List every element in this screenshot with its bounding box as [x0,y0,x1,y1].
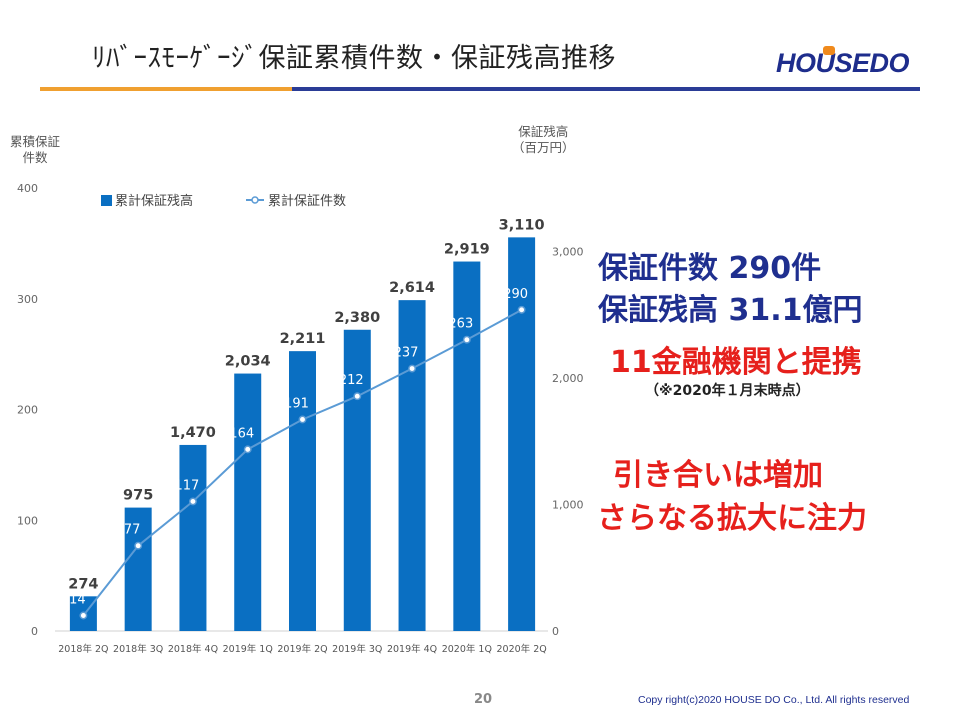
right-axis-tick-label: 1,000 [552,498,584,511]
left-axis-tick-label: 0 [31,625,38,638]
bar [179,444,207,631]
right-axis-tick-label: 0 [552,625,559,638]
line-point [243,445,252,454]
right-axis-title-line2: （百万円） [512,140,575,155]
legend-bar-swatch [101,195,112,206]
bar-value-label: 1,470 [170,425,216,441]
line-point [408,364,417,373]
bar [234,373,262,631]
logo-text: HOUSEDO [776,48,910,78]
line-point [79,611,88,620]
bar-value-label: 2,034 [225,354,271,370]
line-point [188,497,197,506]
bar-value-label: 2,614 [389,280,435,296]
line-value-label: 117 [175,478,200,493]
bar-value-label: 2,211 [280,331,326,347]
category-label: 2018年 3Q [113,643,163,655]
left-axis-tick-label: 300 [17,293,38,306]
logo-accent-dot [823,46,835,55]
category-label: 2018年 4Q [168,643,218,655]
right-axis-tick-label: 2,000 [552,372,584,385]
bar-value-label: 975 [123,488,153,504]
company-logo: HOUSEDO [776,46,910,79]
bar-value-label: 2,380 [334,310,380,326]
line-value-label: 14 [69,592,86,607]
bar [289,351,316,631]
legend-bar-label: 累計保証残高 [115,193,193,209]
guarantee-count-highlight: 保証件数 290件 [598,251,822,286]
left-axis-title: 累積保証 件数 [10,134,60,166]
page-number: 20 [474,692,493,707]
as-of-note: （※2020年１月末時点） [645,383,810,399]
left-axis-tick-label: 400 [17,182,38,195]
line-point [353,392,362,401]
legend-line-marker [251,196,259,204]
category-label: 2019年 1Q [223,643,273,655]
line-value-label: 212 [339,373,364,388]
legend-line-label: 累計保証件数 [268,193,346,209]
bar [508,237,536,631]
bar [453,261,481,631]
guarantee-balance-highlight: 保証残高 31.1億円 [598,293,863,328]
copyright-text: Copy right(c)2020 HOUSE DO Co., Ltd. All… [638,694,910,706]
partners-highlight: 11金融機関と提携 [610,345,862,380]
left-axis-tick-label: 200 [17,404,38,417]
line-point [462,335,471,344]
left-axis-title-line1: 累積保証 [10,134,61,149]
line-point [134,541,143,550]
page-title: ﾘﾊﾞｰｽﾓｰｹﾞｰｼﾞ保証累積件数・保証残高推移 [92,43,616,74]
message-line1: 引き合いは増加 [613,458,823,493]
line-point [517,305,526,314]
line-value-label: 237 [394,346,419,361]
category-label: 2019年 2Q [277,643,327,655]
category-label: 2020年 1Q [442,643,492,655]
line-value-label: 290 [503,287,528,302]
bar [343,329,371,631]
line-point [298,415,307,424]
bar [398,300,426,631]
bar-value-label: 3,110 [499,217,545,233]
bar-value-label: 274 [68,576,98,592]
line-value-label: 77 [124,523,141,538]
message-line2: さらなる拡大に注力 [597,501,867,536]
category-label: 2019年 3Q [332,643,382,655]
right-axis-tick-label: 3,000 [552,245,584,258]
right-axis-title-line1: 保証残高 [518,124,569,139]
header-rule-orange [40,87,292,91]
line-value-label: 263 [448,317,473,332]
bar [124,507,152,631]
category-label: 2019年 4Q [387,643,437,655]
line-value-label: 191 [284,396,309,411]
bar-value-label: 2,919 [444,242,490,258]
category-label: 2018年 2Q [58,643,108,655]
header-rule-blue [292,87,920,91]
left-axis-title-line2: 件数 [22,150,48,165]
category-label: 2020年 2Q [497,643,547,655]
left-axis-tick-label: 100 [17,514,38,527]
right-axis-title: 保証残高 （百万円） [512,124,575,156]
line-value-label: 164 [229,426,254,441]
